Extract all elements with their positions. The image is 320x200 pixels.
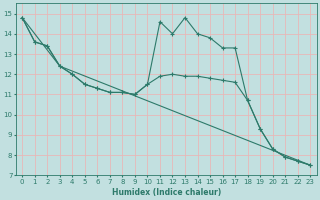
X-axis label: Humidex (Indice chaleur): Humidex (Indice chaleur) [112,188,221,197]
